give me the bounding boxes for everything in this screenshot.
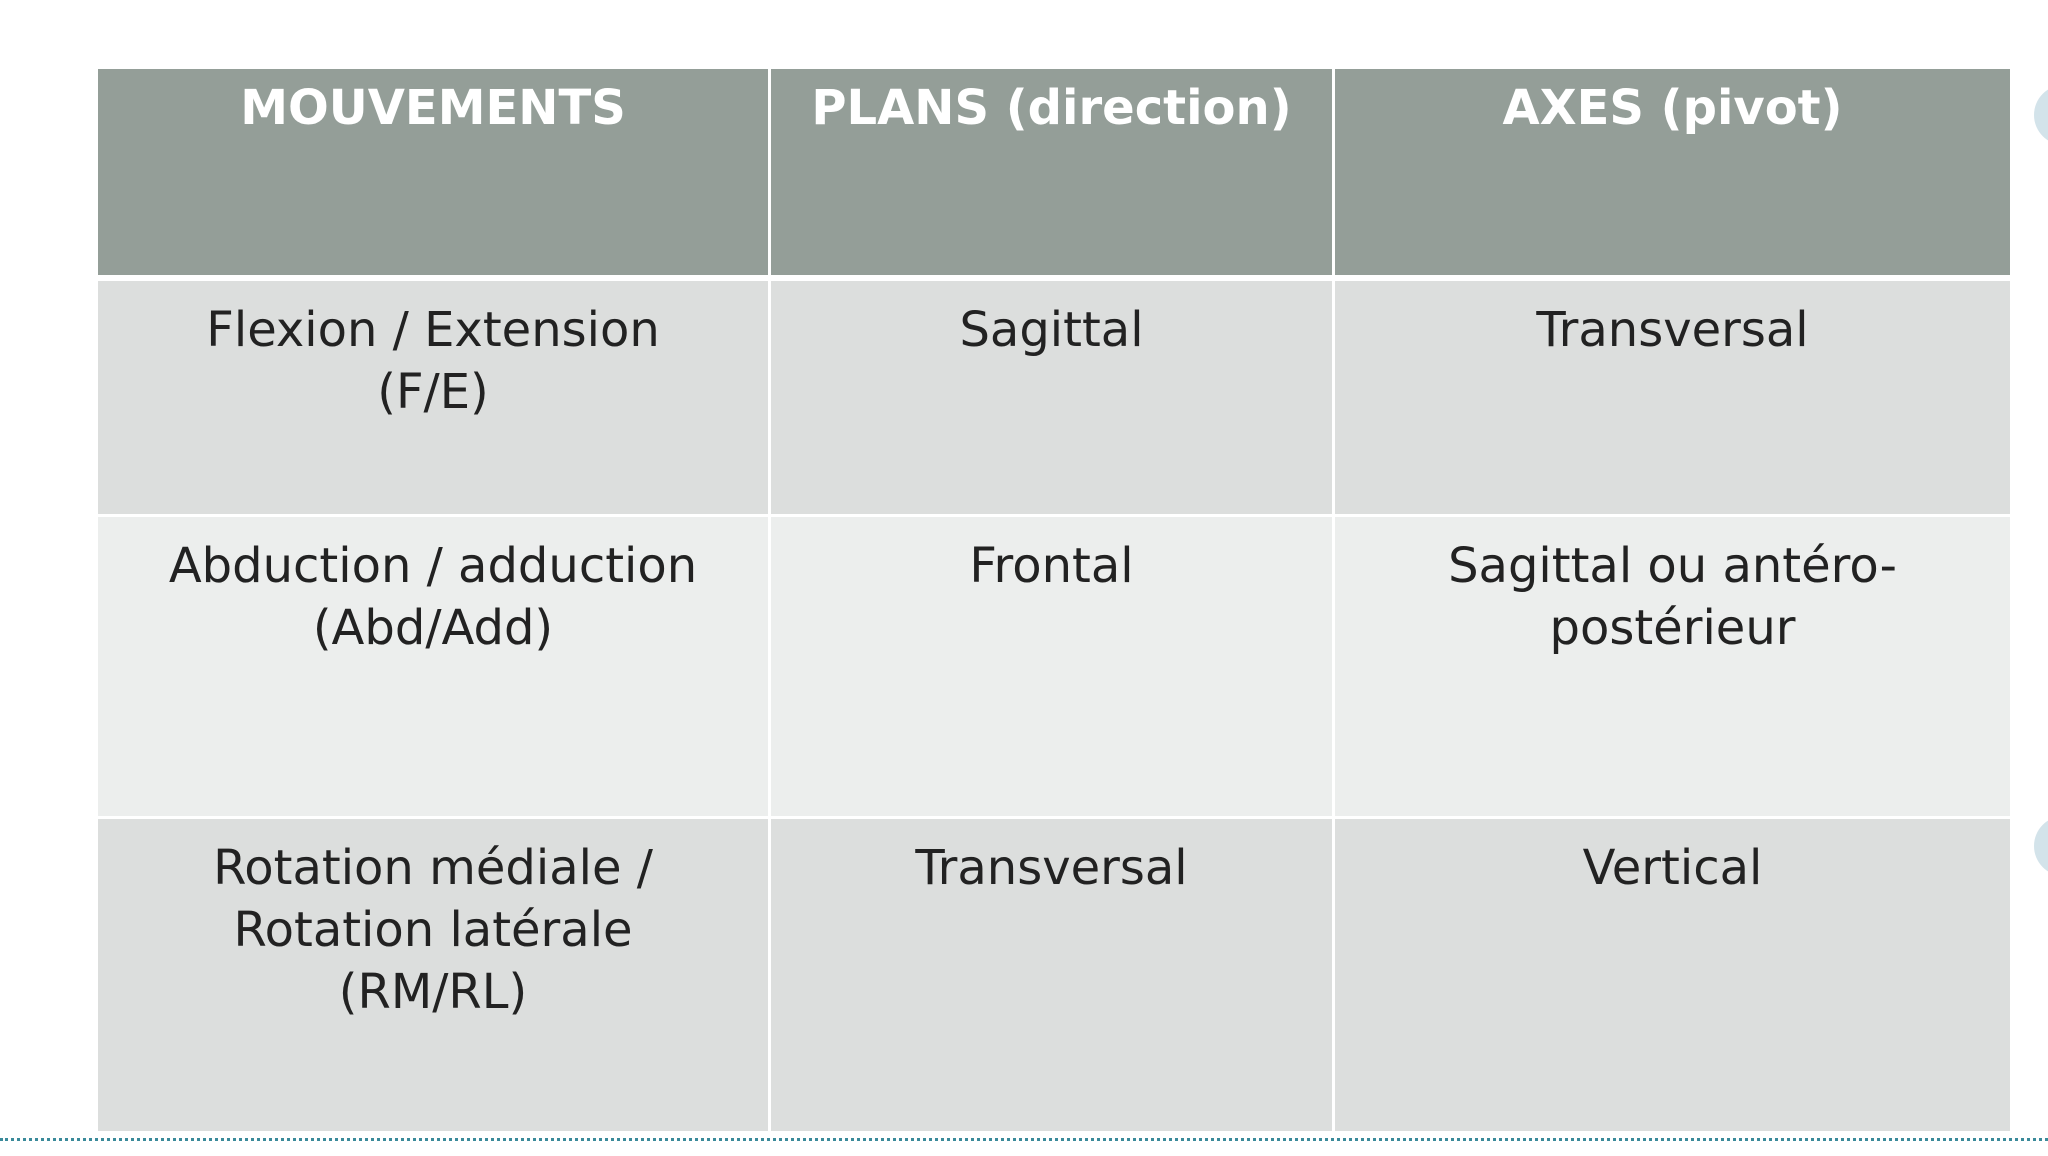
decorative-circle xyxy=(2034,816,2048,876)
table-row: Rotation médiale / Rotation latérale (RM… xyxy=(98,819,2010,1131)
cell-plan: Transversal xyxy=(771,819,1335,1131)
cell-movement: Abduction / adduction (Abd/Add) xyxy=(98,517,771,819)
cell-movement: Flexion / Extension (F/E) xyxy=(98,281,771,517)
cell-plan: Sagittal xyxy=(771,281,1335,517)
table-row: Flexion / Extension (F/E) Sagittal Trans… xyxy=(98,281,2010,517)
dotted-divider xyxy=(0,1138,2048,1141)
cell-axis: Transversal xyxy=(1335,281,2010,517)
table-header-row: MOUVEMENTS PLANS (direction) AXES (pivot… xyxy=(98,69,2010,281)
table-row: Abduction / adduction (Abd/Add) Frontal … xyxy=(98,517,2010,819)
cell-axis: Vertical xyxy=(1335,819,2010,1131)
movements-table: MOUVEMENTS PLANS (direction) AXES (pivot… xyxy=(98,69,2010,1131)
header-axes: AXES (pivot) xyxy=(1335,69,2010,281)
cell-axis: Sagittal ou antéro- postérieur xyxy=(1335,517,2010,819)
decorative-circle xyxy=(2034,85,2048,145)
cell-plan: Frontal xyxy=(771,517,1335,819)
header-mouvements: MOUVEMENTS xyxy=(98,69,771,281)
cell-movement: Rotation médiale / Rotation latérale (RM… xyxy=(98,819,771,1131)
header-plans: PLANS (direction) xyxy=(771,69,1335,281)
